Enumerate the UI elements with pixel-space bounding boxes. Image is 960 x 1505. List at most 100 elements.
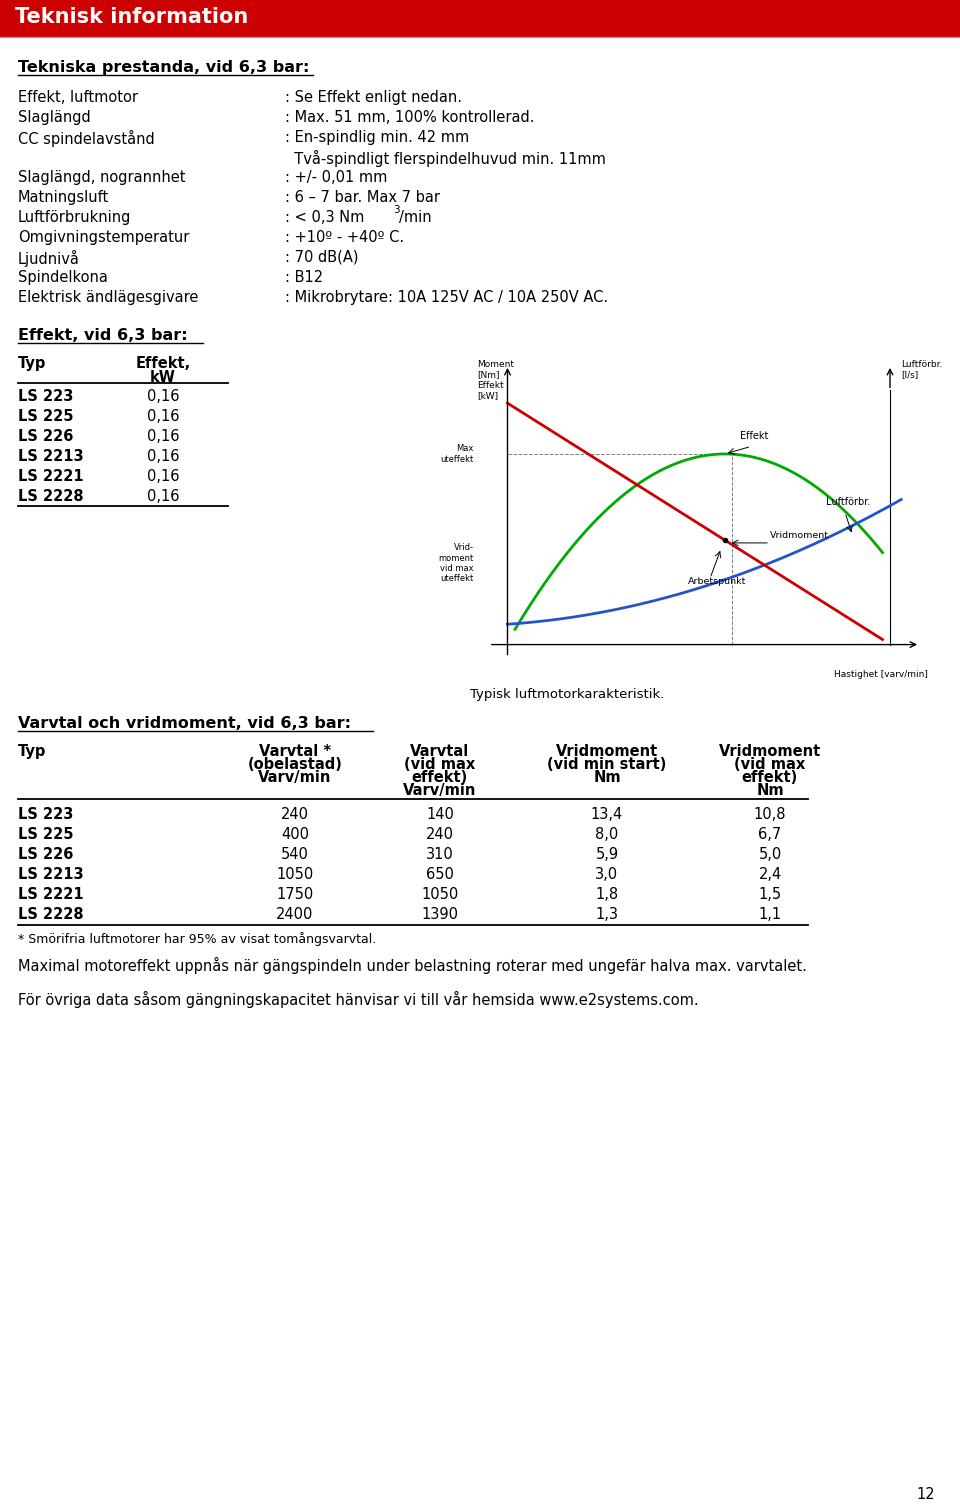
Text: Ljudnivå: Ljudnivå — [18, 250, 80, 266]
Text: Varv/min: Varv/min — [403, 783, 477, 798]
Text: 5,9: 5,9 — [595, 847, 618, 862]
Text: Nm: Nm — [756, 783, 783, 798]
Text: Nm: Nm — [593, 771, 621, 786]
Text: : En-spindlig min. 42 mm: : En-spindlig min. 42 mm — [285, 129, 469, 144]
Text: Spindelkona: Spindelkona — [18, 269, 108, 284]
Text: 650: 650 — [426, 867, 454, 882]
Text: 5,0: 5,0 — [758, 847, 781, 862]
Text: Luftförbr.
[l/s]: Luftförbr. [l/s] — [901, 360, 943, 379]
Text: Varvtal: Varvtal — [410, 743, 469, 759]
Text: effekt): effekt) — [742, 771, 798, 786]
Bar — [0, 0, 960, 36]
Text: /min: /min — [399, 211, 432, 226]
Text: Luftförbr.: Luftförbr. — [827, 497, 871, 507]
Text: 1390: 1390 — [421, 908, 459, 923]
Text: Varvtal och vridmoment, vid 6,3 bar:: Varvtal och vridmoment, vid 6,3 bar: — [18, 716, 351, 731]
Text: 1,5: 1,5 — [758, 886, 781, 901]
Text: Moment
[Nm]
Effekt
[kW]: Moment [Nm] Effekt [kW] — [477, 360, 515, 400]
Text: CC spindelavstånd: CC spindelavstånd — [18, 129, 155, 147]
Text: (obelastad): (obelastad) — [248, 757, 343, 772]
Text: Effekt: Effekt — [740, 430, 768, 441]
Text: 3,0: 3,0 — [595, 867, 618, 882]
Text: Vridmoment: Vridmoment — [719, 743, 821, 759]
Text: Effekt,: Effekt, — [135, 357, 191, 372]
Text: kW: kW — [150, 370, 176, 385]
Text: LS 225: LS 225 — [18, 409, 74, 424]
Text: 240: 240 — [281, 807, 309, 822]
Text: 3: 3 — [393, 205, 399, 215]
Text: : Se Effekt enligt nedan.: : Se Effekt enligt nedan. — [285, 90, 462, 105]
Text: 310: 310 — [426, 847, 454, 862]
Text: 12: 12 — [917, 1487, 935, 1502]
Text: (vid min start): (vid min start) — [547, 757, 666, 772]
Text: Luftförbrukning: Luftförbrukning — [18, 211, 132, 226]
Text: 140: 140 — [426, 807, 454, 822]
Text: LS 223: LS 223 — [18, 388, 73, 403]
Text: : < 0,3 Nm: : < 0,3 Nm — [285, 211, 365, 226]
Text: Tekniska prestanda, vid 6,3 bar:: Tekniska prestanda, vid 6,3 bar: — [18, 60, 309, 75]
Text: LS 2228: LS 2228 — [18, 908, 84, 923]
Text: : B12: : B12 — [285, 269, 324, 284]
Text: 0,16: 0,16 — [147, 448, 180, 464]
Text: : +/- 0,01 mm: : +/- 0,01 mm — [285, 170, 388, 185]
Text: 0,16: 0,16 — [147, 429, 180, 444]
Text: 1750: 1750 — [276, 886, 314, 901]
Text: : +10º - +40º C.: : +10º - +40º C. — [285, 230, 404, 245]
Text: 6,7: 6,7 — [758, 828, 781, 841]
Text: Vridmoment: Vridmoment — [770, 531, 829, 540]
Text: Varvtal *: Varvtal * — [259, 743, 331, 759]
Text: : 70 dB(A): : 70 dB(A) — [285, 250, 358, 265]
Text: 1050: 1050 — [276, 867, 314, 882]
Text: Arbetspunkt: Arbetspunkt — [687, 576, 746, 585]
Text: Omgivningstemperatur: Omgivningstemperatur — [18, 230, 189, 245]
Text: 1,1: 1,1 — [758, 908, 781, 923]
Text: 540: 540 — [281, 847, 309, 862]
Text: Effekt, vid 6,3 bar:: Effekt, vid 6,3 bar: — [18, 328, 187, 343]
Text: Max
uteffekt: Max uteffekt — [441, 444, 473, 464]
Text: 10,8: 10,8 — [754, 807, 786, 822]
Text: : 6 – 7 bar. Max 7 bar: : 6 – 7 bar. Max 7 bar — [285, 190, 440, 205]
Text: LS 225: LS 225 — [18, 828, 74, 841]
Text: : Max. 51 mm, 100% kontrollerad.: : Max. 51 mm, 100% kontrollerad. — [285, 110, 535, 125]
Text: Typ: Typ — [18, 743, 46, 759]
Text: 2400: 2400 — [276, 908, 314, 923]
Text: LS 2221: LS 2221 — [18, 886, 84, 901]
Text: Slaglängd, nogrannhet: Slaglängd, nogrannhet — [18, 170, 185, 185]
Text: Två-spindligt flerspindelhuvud min. 11mm: Två-spindligt flerspindelhuvud min. 11mm — [285, 150, 606, 167]
Text: LS 2213: LS 2213 — [18, 448, 84, 464]
Text: LS 2213: LS 2213 — [18, 867, 84, 882]
Text: * Smörifria luftmotorer har 95% av visat tomångsvarvtal.: * Smörifria luftmotorer har 95% av visat… — [18, 932, 376, 947]
Text: För övriga data såsom gängningskapacitet hänvisar vi till vår hemsida www.e2syst: För övriga data såsom gängningskapacitet… — [18, 990, 699, 1008]
Text: LS 226: LS 226 — [18, 847, 73, 862]
Text: Matningsluft: Matningsluft — [18, 190, 109, 205]
Text: 1050: 1050 — [421, 886, 459, 901]
Text: 2,4: 2,4 — [758, 867, 781, 882]
Text: Elektrisk ändlägesgivare: Elektrisk ändlägesgivare — [18, 290, 199, 306]
Text: Vrid-
moment
vid max
uteffekt: Vrid- moment vid max uteffekt — [439, 543, 473, 584]
Text: 240: 240 — [426, 828, 454, 841]
Text: LS 2221: LS 2221 — [18, 470, 84, 485]
Text: Typ: Typ — [18, 357, 46, 372]
Text: 8,0: 8,0 — [595, 828, 618, 841]
Text: LS 223: LS 223 — [18, 807, 73, 822]
Text: (vid max: (vid max — [404, 757, 475, 772]
Text: 1,8: 1,8 — [595, 886, 618, 901]
Text: 0,16: 0,16 — [147, 409, 180, 424]
Text: LS 2228: LS 2228 — [18, 489, 84, 504]
Text: : Mikrobrytare: 10A 125V AC / 10A 250V AC.: : Mikrobrytare: 10A 125V AC / 10A 250V A… — [285, 290, 608, 306]
Text: 0,16: 0,16 — [147, 489, 180, 504]
Text: Slaglängd: Slaglängd — [18, 110, 91, 125]
Text: Typisk luftmotorkarakteristik.: Typisk luftmotorkarakteristik. — [470, 688, 664, 701]
Text: 13,4: 13,4 — [590, 807, 623, 822]
Text: Hastighet [varv/min]: Hastighet [varv/min] — [833, 670, 927, 679]
Text: Vridmoment: Vridmoment — [556, 743, 659, 759]
Text: 1,3: 1,3 — [595, 908, 618, 923]
Text: (vid max: (vid max — [734, 757, 805, 772]
Text: 0,16: 0,16 — [147, 470, 180, 485]
Text: 400: 400 — [281, 828, 309, 841]
Text: Teknisk information: Teknisk information — [15, 8, 249, 27]
Text: LS 226: LS 226 — [18, 429, 73, 444]
Text: 0,16: 0,16 — [147, 388, 180, 403]
Text: Effekt, luftmotor: Effekt, luftmotor — [18, 90, 138, 105]
Text: effekt): effekt) — [412, 771, 468, 786]
